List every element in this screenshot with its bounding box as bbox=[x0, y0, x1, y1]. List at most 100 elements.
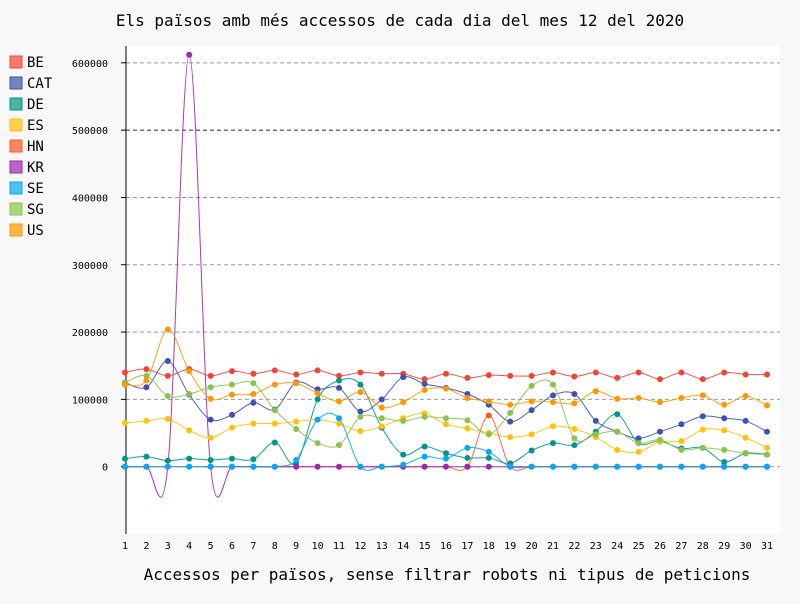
data-point-kr[interactable] bbox=[186, 51, 193, 58]
data-point-es[interactable] bbox=[357, 428, 364, 435]
data-point-de[interactable] bbox=[186, 455, 193, 462]
data-point-us[interactable] bbox=[336, 398, 342, 405]
data-point-de[interactable] bbox=[464, 454, 471, 461]
data-point-se[interactable] bbox=[507, 463, 514, 470]
data-point-es[interactable] bbox=[186, 427, 193, 434]
legend-swatch-sg[interactable] bbox=[9, 202, 23, 216]
legend[interactable]: BE CAT DE ES HN KR SE SG US bbox=[9, 55, 53, 239]
data-point-es[interactable] bbox=[271, 420, 278, 427]
data-point-us[interactable] bbox=[592, 388, 599, 395]
data-point-es[interactable] bbox=[678, 438, 685, 445]
data-point-be[interactable] bbox=[464, 374, 471, 381]
data-point-se[interactable] bbox=[614, 463, 621, 470]
legend-label-be[interactable]: BE bbox=[27, 55, 44, 71]
data-point-be[interactable] bbox=[271, 367, 278, 374]
legend-swatch-kr[interactable] bbox=[9, 160, 23, 174]
data-point-de[interactable] bbox=[164, 457, 171, 464]
data-point-be[interactable] bbox=[678, 369, 685, 376]
data-point-sg[interactable] bbox=[186, 390, 193, 397]
data-point-be[interactable] bbox=[378, 370, 385, 377]
data-point-be[interactable] bbox=[764, 371, 770, 378]
data-point-be[interactable] bbox=[229, 368, 235, 375]
data-point-de[interactable] bbox=[314, 396, 321, 403]
data-point-se[interactable] bbox=[143, 463, 150, 470]
data-point-se[interactable] bbox=[571, 463, 578, 470]
data-point-se[interactable] bbox=[721, 463, 728, 470]
data-point-es[interactable] bbox=[293, 418, 300, 425]
data-point-us[interactable] bbox=[464, 395, 471, 402]
data-point-es[interactable] bbox=[635, 448, 642, 455]
data-point-se[interactable] bbox=[635, 463, 642, 470]
data-point-se[interactable] bbox=[678, 463, 685, 470]
data-point-es[interactable] bbox=[229, 424, 235, 431]
data-point-us[interactable] bbox=[614, 395, 621, 402]
data-point-de[interactable] bbox=[550, 440, 556, 447]
data-point-sg[interactable] bbox=[721, 446, 728, 453]
data-point-cat[interactable] bbox=[378, 396, 385, 403]
data-point-us[interactable] bbox=[143, 377, 150, 384]
data-point-be[interactable] bbox=[250, 370, 257, 377]
data-point-se[interactable] bbox=[592, 463, 599, 470]
data-point-es[interactable] bbox=[443, 421, 449, 428]
data-point-us[interactable] bbox=[378, 404, 385, 411]
data-point-kr[interactable] bbox=[443, 463, 449, 470]
data-point-de[interactable] bbox=[528, 447, 535, 454]
data-point-us[interactable] bbox=[571, 400, 578, 407]
legend-label-kr[interactable]: KR bbox=[27, 160, 44, 176]
data-point-kr[interactable] bbox=[464, 463, 471, 470]
data-point-be[interactable] bbox=[614, 374, 621, 381]
data-point-cat[interactable] bbox=[143, 384, 150, 391]
data-point-de[interactable] bbox=[271, 439, 278, 446]
data-point-cat[interactable] bbox=[229, 411, 235, 418]
data-point-cat[interactable] bbox=[207, 416, 214, 423]
data-point-es[interactable] bbox=[764, 444, 770, 451]
data-point-be[interactable] bbox=[336, 372, 342, 379]
data-point-de[interactable] bbox=[229, 455, 235, 462]
data-point-be[interactable] bbox=[293, 371, 300, 378]
data-point-sg[interactable] bbox=[592, 431, 599, 438]
data-point-es[interactable] bbox=[143, 417, 150, 424]
legend-label-cat[interactable]: CAT bbox=[27, 76, 53, 92]
data-point-be[interactable] bbox=[657, 376, 663, 383]
data-point-se[interactable] bbox=[314, 416, 321, 423]
data-point-de[interactable] bbox=[357, 381, 364, 388]
data-point-se[interactable] bbox=[122, 463, 128, 470]
data-point-us[interactable] bbox=[507, 401, 514, 408]
data-point-us[interactable] bbox=[122, 381, 128, 388]
data-point-us[interactable] bbox=[699, 392, 706, 399]
legend-label-us[interactable]: US bbox=[27, 223, 44, 239]
data-point-cat[interactable] bbox=[678, 421, 685, 428]
data-point-sg[interactable] bbox=[657, 436, 663, 443]
data-point-be[interactable] bbox=[314, 367, 321, 374]
data-point-es[interactable] bbox=[507, 434, 514, 441]
data-point-sg[interactable] bbox=[464, 417, 471, 424]
data-point-us[interactable] bbox=[635, 395, 642, 402]
data-point-se[interactable] bbox=[657, 463, 663, 470]
data-point-us[interactable] bbox=[314, 390, 321, 397]
data-point-sg[interactable] bbox=[571, 435, 578, 442]
data-point-us[interactable] bbox=[229, 391, 235, 398]
data-point-de[interactable] bbox=[721, 458, 728, 465]
data-point-es[interactable] bbox=[571, 425, 578, 432]
data-point-sg[interactable] bbox=[378, 415, 385, 422]
data-point-es[interactable] bbox=[164, 415, 171, 422]
data-point-se[interactable] bbox=[528, 463, 535, 470]
data-point-sg[interactable] bbox=[143, 372, 150, 379]
data-point-sg[interactable] bbox=[678, 446, 685, 453]
data-point-sg[interactable] bbox=[357, 413, 364, 420]
data-point-de[interactable] bbox=[207, 456, 214, 463]
legend-label-hn[interactable]: HN bbox=[27, 139, 44, 155]
data-point-sg[interactable] bbox=[485, 431, 492, 438]
data-point-us[interactable] bbox=[443, 385, 449, 392]
legend-label-es[interactable]: ES bbox=[27, 118, 44, 134]
data-point-be[interactable] bbox=[443, 370, 449, 377]
legend-swatch-cat[interactable] bbox=[9, 76, 23, 90]
data-point-cat[interactable] bbox=[742, 417, 749, 424]
data-point-se[interactable] bbox=[699, 463, 706, 470]
data-point-es[interactable] bbox=[721, 427, 728, 434]
data-point-cat[interactable] bbox=[400, 374, 407, 381]
data-point-se[interactable] bbox=[378, 463, 385, 470]
data-point-se[interactable] bbox=[250, 463, 257, 470]
legend-swatch-be[interactable] bbox=[9, 55, 23, 69]
data-point-de[interactable] bbox=[400, 451, 407, 458]
